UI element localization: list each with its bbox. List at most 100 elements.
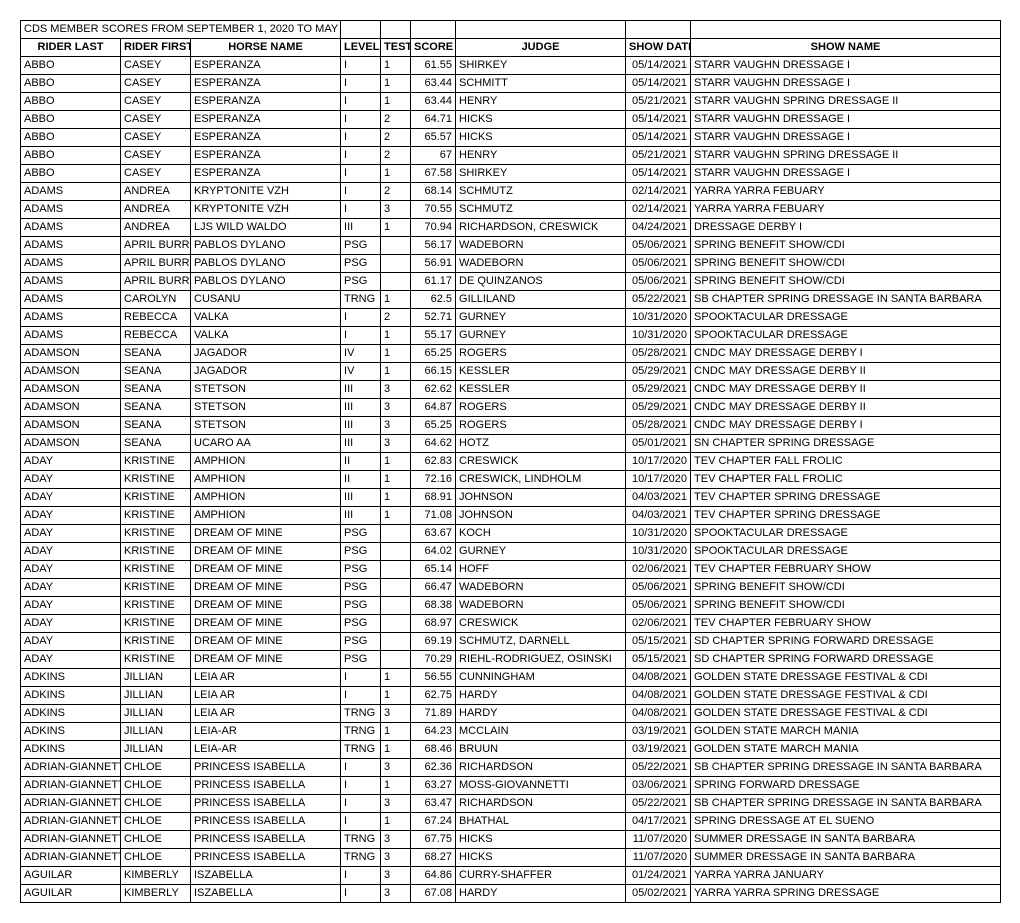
cell: I bbox=[341, 327, 381, 345]
cell: ADAMS bbox=[21, 201, 121, 219]
cell: 64.23 bbox=[411, 723, 456, 741]
cell: 65.25 bbox=[411, 417, 456, 435]
cell: PSG bbox=[341, 543, 381, 561]
cell: 1 bbox=[381, 669, 411, 687]
cell: GOLDEN STATE DRESSAGE FESTIVAL & CDI bbox=[691, 669, 1001, 687]
cell: 3 bbox=[381, 705, 411, 723]
cell: CNDC MAY DRESSAGE DERBY I bbox=[691, 417, 1001, 435]
cell: I bbox=[341, 111, 381, 129]
cell: 3 bbox=[381, 831, 411, 849]
table-row: ABBOCASEYESPERANZAI161.55SHIRKEY05/14/20… bbox=[21, 57, 1001, 75]
cell: ADAMSON bbox=[21, 381, 121, 399]
cell: III bbox=[341, 417, 381, 435]
table-row: ADRIAN-GIANNETTOCHLOEPRINCESS ISABELLAI3… bbox=[21, 795, 1001, 813]
cell: PABLOS DYLANO bbox=[191, 237, 341, 255]
cell: ADAY bbox=[21, 453, 121, 471]
cell bbox=[381, 579, 411, 597]
cell: 68.14 bbox=[411, 183, 456, 201]
cell: 04/03/2021 bbox=[626, 507, 691, 525]
cell: I bbox=[341, 183, 381, 201]
cell: 67.24 bbox=[411, 813, 456, 831]
cell: KRISTINE bbox=[121, 561, 191, 579]
cell: 05/29/2021 bbox=[626, 381, 691, 399]
cell: ADAY bbox=[21, 561, 121, 579]
cell: HICKS bbox=[456, 849, 626, 867]
cell: KRISTINE bbox=[121, 543, 191, 561]
cell: 04/08/2021 bbox=[626, 687, 691, 705]
cell: STARR VAUGHN DRESSAGE I bbox=[691, 129, 1001, 147]
cell: ADAMSON bbox=[21, 345, 121, 363]
col-horse-name: HORSE NAME bbox=[191, 39, 341, 57]
cell: PRINCESS ISABELLA bbox=[191, 795, 341, 813]
cell: ADKINS bbox=[21, 723, 121, 741]
cell: 1 bbox=[381, 777, 411, 795]
cell: 04/08/2021 bbox=[626, 705, 691, 723]
cell: SPOOKTACULAR DRESSAGE bbox=[691, 327, 1001, 345]
cell: PSG bbox=[341, 651, 381, 669]
cell: III bbox=[341, 507, 381, 525]
cell: 70.55 bbox=[411, 201, 456, 219]
cell: HENRY bbox=[456, 93, 626, 111]
cell: STARR VAUGHN DRESSAGE I bbox=[691, 75, 1001, 93]
table-row: ADRIAN-GIANNETTOCHLOEPRINCESS ISABELLATR… bbox=[21, 831, 1001, 849]
cell: JILLIAN bbox=[121, 723, 191, 741]
table-row: ADAYKRISTINEDREAM OF MINEPSG69.19SCHMUTZ… bbox=[21, 633, 1001, 651]
col-test: TEST bbox=[381, 39, 411, 57]
cell: 3 bbox=[381, 399, 411, 417]
cell: 04/03/2021 bbox=[626, 489, 691, 507]
table-row: AGUILARKIMBERLYISZABELLAI367.08HARDY05/0… bbox=[21, 885, 1001, 903]
table-row: ADAMSAPRIL BURRPABLOS DYLANOPSG56.91WADE… bbox=[21, 255, 1001, 273]
cell: ADRIAN-GIANNETTO bbox=[21, 777, 121, 795]
cell: I bbox=[341, 669, 381, 687]
cell: KRYPTONITE VZH bbox=[191, 201, 341, 219]
cell: 11/07/2020 bbox=[626, 849, 691, 867]
report-title: CDS MEMBER SCORES FROM SEPTEMBER 1, 2020… bbox=[21, 21, 341, 39]
cell: 67 bbox=[411, 147, 456, 165]
cell: PABLOS DYLANO bbox=[191, 273, 341, 291]
cell: 05/21/2021 bbox=[626, 147, 691, 165]
cell: 1 bbox=[381, 93, 411, 111]
cell: STETSON bbox=[191, 399, 341, 417]
cell: APRIL BURR bbox=[121, 273, 191, 291]
cell: 2 bbox=[381, 129, 411, 147]
cell: 1 bbox=[381, 345, 411, 363]
cell: 1 bbox=[381, 489, 411, 507]
cell: ADAMS bbox=[21, 273, 121, 291]
cell: IV bbox=[341, 363, 381, 381]
cell: 62.5 bbox=[411, 291, 456, 309]
cell: I bbox=[341, 165, 381, 183]
cell: STARR VAUGHN DRESSAGE I bbox=[691, 111, 1001, 129]
table-row: ADAMSONSEANASTETSONIII364.87ROGERS05/29/… bbox=[21, 399, 1001, 417]
cell: 2 bbox=[381, 183, 411, 201]
cell: SEANA bbox=[121, 417, 191, 435]
cell: SPOOKTACULAR DRESSAGE bbox=[691, 525, 1001, 543]
cell: I bbox=[341, 201, 381, 219]
table-row: ADAMSREBECCAVALKAI252.71GURNEY10/31/2020… bbox=[21, 309, 1001, 327]
cell: DREAM OF MINE bbox=[191, 561, 341, 579]
cell bbox=[381, 525, 411, 543]
cell: 55.17 bbox=[411, 327, 456, 345]
cell: KRISTINE bbox=[121, 471, 191, 489]
cell: WADEBORN bbox=[456, 579, 626, 597]
cell: ADAY bbox=[21, 633, 121, 651]
cell: 72.16 bbox=[411, 471, 456, 489]
cell: SB CHAPTER SPRING DRESSAGE IN SANTA BARB… bbox=[691, 795, 1001, 813]
cell: 1 bbox=[381, 813, 411, 831]
cell: GOLDEN STATE MARCH MANIA bbox=[691, 723, 1001, 741]
cell: ADAMSON bbox=[21, 399, 121, 417]
table-row: ADRIAN-GIANNETTOCHLOEPRINCESS ISABELLAI3… bbox=[21, 759, 1001, 777]
cell: KRISTINE bbox=[121, 453, 191, 471]
cell: SPRING BENEFIT SHOW/CDI bbox=[691, 597, 1001, 615]
cell: ESPERANZA bbox=[191, 93, 341, 111]
cell: ADRIAN-GIANNETTO bbox=[21, 795, 121, 813]
cell: ABBO bbox=[21, 165, 121, 183]
cell: RICHARDSON bbox=[456, 795, 626, 813]
cell: SPRING DRESSAGE AT EL SUENO bbox=[691, 813, 1001, 831]
cell: 05/29/2021 bbox=[626, 399, 691, 417]
cell: I bbox=[341, 309, 381, 327]
cell: JILLIAN bbox=[121, 687, 191, 705]
col-show-name: SHOW NAME bbox=[691, 39, 1001, 57]
col-judge: JUDGE bbox=[456, 39, 626, 57]
cell: 67.08 bbox=[411, 885, 456, 903]
cell: SB CHAPTER SPRING DRESSAGE IN SANTA BARB… bbox=[691, 759, 1001, 777]
